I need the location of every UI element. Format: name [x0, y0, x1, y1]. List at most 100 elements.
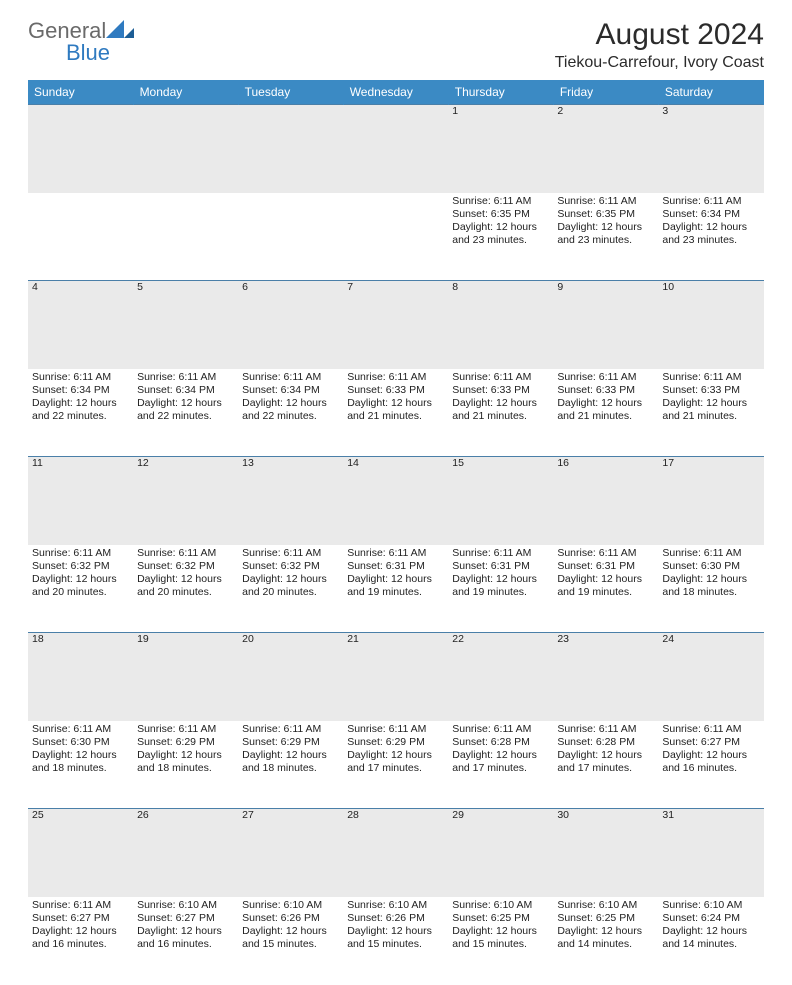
- day-number: 3: [658, 105, 763, 193]
- day-cell: Sunrise: 6:11 AM Sunset: 6:32 PM Dayligh…: [238, 545, 343, 633]
- day-number: 13: [238, 457, 343, 545]
- day-cell: Sunrise: 6:11 AM Sunset: 6:32 PM Dayligh…: [28, 545, 133, 633]
- day-cell: Sunrise: 6:11 AM Sunset: 6:32 PM Dayligh…: [133, 545, 238, 633]
- day-cell-text: Sunrise: 6:11 AM Sunset: 6:35 PM Dayligh…: [452, 193, 549, 248]
- day-cell-text: Sunrise: 6:11 AM Sunset: 6:34 PM Dayligh…: [137, 369, 234, 424]
- day-number: 24: [658, 633, 763, 721]
- day-number-row: 123: [28, 105, 764, 193]
- day-cell-text: Sunrise: 6:11 AM Sunset: 6:31 PM Dayligh…: [347, 545, 444, 600]
- day-number: 4: [28, 281, 133, 369]
- brand-mark-icon: [106, 20, 134, 38]
- day-cell: Sunrise: 6:11 AM Sunset: 6:34 PM Dayligh…: [238, 369, 343, 457]
- day-cell: Sunrise: 6:11 AM Sunset: 6:28 PM Dayligh…: [448, 721, 553, 809]
- weekday-header: Saturday: [658, 80, 763, 105]
- day-number-row: 25262728293031: [28, 809, 764, 897]
- day-cell-text: Sunrise: 6:11 AM Sunset: 6:32 PM Dayligh…: [242, 545, 339, 600]
- day-number: 7: [343, 281, 448, 369]
- weekday-header: Friday: [553, 80, 658, 105]
- day-cell-text: [242, 193, 339, 195]
- day-cell: [343, 193, 448, 281]
- day-cell-text: Sunrise: 6:11 AM Sunset: 6:33 PM Dayligh…: [452, 369, 549, 424]
- day-cell: Sunrise: 6:11 AM Sunset: 6:28 PM Dayligh…: [553, 721, 658, 809]
- day-cell-text: Sunrise: 6:10 AM Sunset: 6:25 PM Dayligh…: [452, 897, 549, 952]
- day-number-row: 18192021222324: [28, 633, 764, 721]
- day-cell-text: Sunrise: 6:11 AM Sunset: 6:35 PM Dayligh…: [557, 193, 654, 248]
- day-cell: [238, 193, 343, 281]
- day-cell: Sunrise: 6:11 AM Sunset: 6:33 PM Dayligh…: [448, 369, 553, 457]
- calendar-body: 123Sunrise: 6:11 AM Sunset: 6:35 PM Dayl…: [28, 105, 764, 985]
- day-number: 12: [133, 457, 238, 545]
- day-cell: Sunrise: 6:11 AM Sunset: 6:34 PM Dayligh…: [133, 369, 238, 457]
- day-cell-text: Sunrise: 6:11 AM Sunset: 6:33 PM Dayligh…: [347, 369, 444, 424]
- day-cell-text: Sunrise: 6:10 AM Sunset: 6:26 PM Dayligh…: [347, 897, 444, 952]
- day-content-row: Sunrise: 6:11 AM Sunset: 6:30 PM Dayligh…: [28, 721, 764, 809]
- day-cell: Sunrise: 6:10 AM Sunset: 6:27 PM Dayligh…: [133, 897, 238, 985]
- day-number: 31: [658, 809, 763, 897]
- day-cell-text: [347, 193, 444, 195]
- day-cell-text: Sunrise: 6:11 AM Sunset: 6:32 PM Dayligh…: [137, 545, 234, 600]
- day-number: 15: [448, 457, 553, 545]
- day-cell: Sunrise: 6:11 AM Sunset: 6:27 PM Dayligh…: [658, 721, 763, 809]
- page-header: General Blue August 2024 Tiekou-Carrefou…: [28, 18, 764, 72]
- day-cell: Sunrise: 6:10 AM Sunset: 6:24 PM Dayligh…: [658, 897, 763, 985]
- day-cell: Sunrise: 6:11 AM Sunset: 6:29 PM Dayligh…: [343, 721, 448, 809]
- day-cell-text: Sunrise: 6:11 AM Sunset: 6:30 PM Dayligh…: [32, 721, 129, 776]
- day-cell-text: Sunrise: 6:11 AM Sunset: 6:33 PM Dayligh…: [557, 369, 654, 424]
- weekday-header: Monday: [133, 80, 238, 105]
- day-number: 1: [448, 105, 553, 193]
- day-number: 28: [343, 809, 448, 897]
- day-content-row: Sunrise: 6:11 AM Sunset: 6:27 PM Dayligh…: [28, 897, 764, 985]
- day-cell: Sunrise: 6:10 AM Sunset: 6:25 PM Dayligh…: [448, 897, 553, 985]
- day-cell-text: Sunrise: 6:10 AM Sunset: 6:26 PM Dayligh…: [242, 897, 339, 952]
- day-cell: Sunrise: 6:11 AM Sunset: 6:33 PM Dayligh…: [553, 369, 658, 457]
- day-content-row: Sunrise: 6:11 AM Sunset: 6:34 PM Dayligh…: [28, 369, 764, 457]
- day-cell-text: [137, 193, 234, 195]
- day-number: 30: [553, 809, 658, 897]
- day-cell-text: Sunrise: 6:11 AM Sunset: 6:34 PM Dayligh…: [242, 369, 339, 424]
- day-cell-text: Sunrise: 6:11 AM Sunset: 6:28 PM Dayligh…: [557, 721, 654, 776]
- day-cell: Sunrise: 6:11 AM Sunset: 6:34 PM Dayligh…: [28, 369, 133, 457]
- day-cell: Sunrise: 6:10 AM Sunset: 6:26 PM Dayligh…: [238, 897, 343, 985]
- day-cell-text: Sunrise: 6:11 AM Sunset: 6:31 PM Dayligh…: [557, 545, 654, 600]
- day-number: [343, 105, 448, 193]
- day-number: 19: [133, 633, 238, 721]
- day-number: 20: [238, 633, 343, 721]
- day-number: 5: [133, 281, 238, 369]
- day-number: 2: [553, 105, 658, 193]
- day-cell-text: Sunrise: 6:11 AM Sunset: 6:29 PM Dayligh…: [137, 721, 234, 776]
- weekday-header: Thursday: [448, 80, 553, 105]
- day-number: [133, 105, 238, 193]
- day-cell: [133, 193, 238, 281]
- day-cell-text: Sunrise: 6:10 AM Sunset: 6:24 PM Dayligh…: [662, 897, 759, 952]
- weekday-header: Wednesday: [343, 80, 448, 105]
- weekday-header-row: Sunday Monday Tuesday Wednesday Thursday…: [28, 80, 764, 105]
- day-cell: Sunrise: 6:11 AM Sunset: 6:29 PM Dayligh…: [133, 721, 238, 809]
- day-content-row: Sunrise: 6:11 AM Sunset: 6:35 PM Dayligh…: [28, 193, 764, 281]
- day-number: 10: [658, 281, 763, 369]
- day-number: 23: [553, 633, 658, 721]
- day-cell-text: [32, 193, 129, 195]
- day-cell-text: Sunrise: 6:11 AM Sunset: 6:32 PM Dayligh…: [32, 545, 129, 600]
- day-number: 18: [28, 633, 133, 721]
- day-cell: Sunrise: 6:11 AM Sunset: 6:31 PM Dayligh…: [553, 545, 658, 633]
- day-cell-text: Sunrise: 6:11 AM Sunset: 6:34 PM Dayligh…: [662, 193, 759, 248]
- brand-logo: General Blue: [28, 18, 168, 64]
- day-cell: Sunrise: 6:11 AM Sunset: 6:30 PM Dayligh…: [658, 545, 763, 633]
- day-cell: Sunrise: 6:11 AM Sunset: 6:35 PM Dayligh…: [448, 193, 553, 281]
- day-cell: Sunrise: 6:11 AM Sunset: 6:33 PM Dayligh…: [343, 369, 448, 457]
- weekday-header: Sunday: [28, 80, 133, 105]
- day-cell-text: Sunrise: 6:11 AM Sunset: 6:34 PM Dayligh…: [32, 369, 129, 424]
- month-title: August 2024: [555, 18, 764, 52]
- day-number: [238, 105, 343, 193]
- day-number: 22: [448, 633, 553, 721]
- day-cell-text: Sunrise: 6:10 AM Sunset: 6:25 PM Dayligh…: [557, 897, 654, 952]
- day-cell-text: Sunrise: 6:11 AM Sunset: 6:27 PM Dayligh…: [32, 897, 129, 952]
- day-cell: Sunrise: 6:10 AM Sunset: 6:25 PM Dayligh…: [553, 897, 658, 985]
- day-number: 27: [238, 809, 343, 897]
- day-cell: Sunrise: 6:11 AM Sunset: 6:27 PM Dayligh…: [28, 897, 133, 985]
- day-cell: Sunrise: 6:11 AM Sunset: 6:35 PM Dayligh…: [553, 193, 658, 281]
- day-number: 26: [133, 809, 238, 897]
- day-cell: Sunrise: 6:11 AM Sunset: 6:31 PM Dayligh…: [343, 545, 448, 633]
- day-number: 14: [343, 457, 448, 545]
- day-number: 16: [553, 457, 658, 545]
